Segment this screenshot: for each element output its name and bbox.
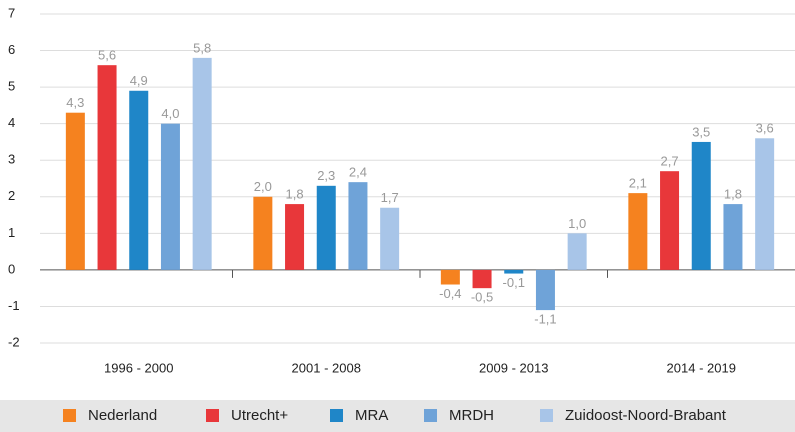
value-label: 5,8 bbox=[193, 40, 211, 55]
bar bbox=[567, 233, 587, 270]
y-tick-label: 3 bbox=[8, 152, 15, 167]
bar bbox=[628, 193, 648, 270]
bar bbox=[160, 123, 180, 270]
y-tick-label: 5 bbox=[8, 79, 15, 94]
value-label: 3,6 bbox=[756, 121, 774, 136]
x-tick-label: 1996 - 2000 bbox=[104, 360, 173, 375]
legend-background bbox=[0, 400, 795, 432]
y-tick-label: 7 bbox=[8, 5, 15, 20]
bar bbox=[660, 171, 680, 270]
bar bbox=[97, 65, 117, 270]
bar bbox=[129, 90, 149, 270]
bar bbox=[380, 207, 400, 270]
value-label: 4,0 bbox=[161, 106, 179, 121]
y-tick-label: -1 bbox=[8, 298, 20, 313]
legend-swatch bbox=[424, 409, 437, 422]
value-label: 4,9 bbox=[130, 73, 148, 88]
value-label: 3,5 bbox=[692, 124, 710, 139]
y-tick-label: -2 bbox=[8, 334, 20, 349]
legend: Nederland Utrecht+ MRA MRDH Zuidoost-Noord-B… bbox=[63, 407, 727, 424]
legend-label: Nederland bbox=[88, 407, 157, 424]
legend-label: Utrecht+ bbox=[231, 407, 288, 424]
y-tick-label: 2 bbox=[8, 188, 15, 203]
bar bbox=[285, 204, 305, 270]
legend-label: MRDH bbox=[449, 407, 494, 424]
bar bbox=[253, 196, 273, 270]
value-label: 2,4 bbox=[349, 165, 367, 180]
legend-swatch bbox=[540, 409, 553, 422]
value-label: 2,1 bbox=[629, 176, 647, 191]
value-label: 2,3 bbox=[317, 168, 335, 183]
bar bbox=[440, 269, 460, 285]
value-label: 2,0 bbox=[254, 179, 272, 194]
bar bbox=[192, 57, 212, 270]
bar bbox=[316, 185, 336, 270]
y-tick-label: 0 bbox=[8, 261, 15, 276]
value-label: -0,5 bbox=[471, 290, 493, 305]
value-label: 1,8 bbox=[724, 187, 742, 202]
value-label: -0,4 bbox=[439, 286, 461, 301]
y-tick-label: 6 bbox=[8, 42, 15, 57]
bar bbox=[65, 112, 85, 270]
value-label: 1,0 bbox=[568, 216, 586, 231]
bar bbox=[504, 269, 524, 274]
legend-swatch bbox=[330, 409, 343, 422]
value-label: -0,1 bbox=[503, 275, 525, 290]
value-label: 1,7 bbox=[381, 190, 399, 205]
value-label: 5,6 bbox=[98, 48, 116, 63]
y-tick-label: 4 bbox=[8, 115, 15, 130]
legend-label: MRA bbox=[355, 407, 388, 424]
bar bbox=[723, 204, 743, 270]
bar bbox=[472, 269, 492, 289]
bar bbox=[348, 182, 368, 270]
bar bbox=[755, 138, 775, 270]
x-tick-label: 2014 - 2019 bbox=[667, 360, 736, 375]
x-tick-label: 2009 - 2013 bbox=[479, 360, 548, 375]
legend-swatch bbox=[206, 409, 219, 422]
legend-swatch bbox=[63, 409, 76, 422]
value-label: 4,3 bbox=[66, 95, 84, 110]
legend-label: Zuidoost-Noord-Brabant bbox=[565, 407, 727, 424]
x-tick-label: 2001 - 2008 bbox=[292, 360, 361, 375]
value-label: 1,8 bbox=[286, 187, 304, 202]
y-tick-label: 1 bbox=[8, 225, 15, 240]
bar bbox=[535, 269, 555, 311]
value-label: -1,1 bbox=[534, 312, 556, 327]
value-label: 2,7 bbox=[661, 154, 679, 169]
bar bbox=[691, 141, 711, 270]
